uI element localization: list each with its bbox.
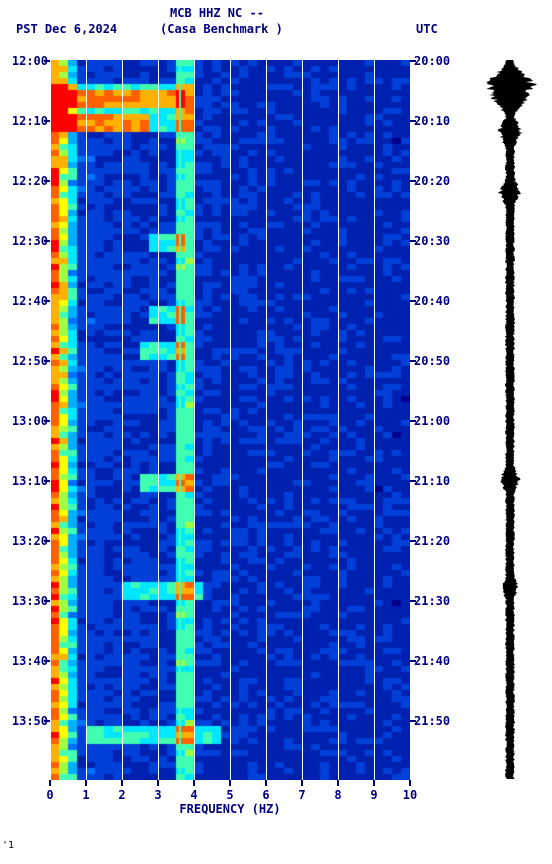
- utc-tick-label: 21:20: [414, 534, 450, 548]
- x-axis-label: FREQUENCY (HZ): [50, 802, 410, 816]
- utc-tick: [410, 720, 416, 722]
- x-tick: [373, 780, 375, 786]
- pst-tick: [44, 360, 50, 362]
- pst-tick: [44, 300, 50, 302]
- x-tick: [193, 780, 195, 786]
- utc-tick-label: 20:40: [414, 294, 450, 308]
- utc-tick: [410, 240, 416, 242]
- x-tick: [301, 780, 303, 786]
- utc-tick: [410, 360, 416, 362]
- x-tick-label: 10: [403, 788, 417, 802]
- x-tick-label: 3: [154, 788, 161, 802]
- utc-tick-label: 21:50: [414, 714, 450, 728]
- x-tick: [121, 780, 123, 786]
- pst-tick-label: 12:10: [10, 114, 48, 128]
- x-tick-label: 8: [334, 788, 341, 802]
- utc-tick: [410, 300, 416, 302]
- x-tick-label: 9: [370, 788, 377, 802]
- header-line2-center: (Casa Benchmark ): [160, 22, 283, 36]
- utc-tick: [410, 600, 416, 602]
- utc-tick-label: 20:30: [414, 234, 450, 248]
- waveform-sidebar: [480, 60, 540, 780]
- utc-tick-label: 20:00: [414, 54, 450, 68]
- x-tick: [157, 780, 159, 786]
- spectrogram-plot: [50, 60, 410, 780]
- corner-mark: '1: [2, 840, 14, 851]
- pst-tick-label: 12:00: [10, 54, 48, 68]
- pst-tick: [44, 720, 50, 722]
- utc-tick-label: 20:10: [414, 114, 450, 128]
- x-tick-label: 7: [298, 788, 305, 802]
- utc-tick-label: 21:30: [414, 594, 450, 608]
- pst-tick-label: 12:40: [10, 294, 48, 308]
- x-tick: [337, 780, 339, 786]
- x-tick: [49, 780, 51, 786]
- x-tick-label: 6: [262, 788, 269, 802]
- utc-tick: [410, 660, 416, 662]
- header-line2-left: PST Dec 6,2024: [16, 22, 117, 36]
- x-tick-label: 2: [118, 788, 125, 802]
- pst-tick-label: 12:30: [10, 234, 48, 248]
- pst-tick: [44, 600, 50, 602]
- header-line1-center: MCB HHZ NC --: [170, 6, 264, 20]
- pst-tick: [44, 660, 50, 662]
- waveform-trace: [486, 60, 536, 779]
- pst-tick-label: 12:50: [10, 354, 48, 368]
- x-tick-label: 1: [82, 788, 89, 802]
- utc-tick: [410, 540, 416, 542]
- utc-tick: [410, 480, 416, 482]
- pst-tick: [44, 120, 50, 122]
- utc-tick-label: 20:50: [414, 354, 450, 368]
- utc-tick-label: 21:40: [414, 654, 450, 668]
- pst-tick: [44, 420, 50, 422]
- x-tick: [85, 780, 87, 786]
- utc-tick: [410, 60, 416, 62]
- x-tick: [229, 780, 231, 786]
- utc-tick-label: 21:10: [414, 474, 450, 488]
- pst-tick-label: 13:50: [10, 714, 48, 728]
- figure: MCB HHZ NC -- PST Dec 6,2024 (Casa Bench…: [0, 0, 552, 864]
- pst-tick-label: 12:20: [10, 174, 48, 188]
- pst-tick: [44, 540, 50, 542]
- pst-tick-label: 13:10: [10, 474, 48, 488]
- x-tick-label: 4: [190, 788, 197, 802]
- pst-tick: [44, 240, 50, 242]
- pst-tick-label: 13:40: [10, 654, 48, 668]
- utc-tick: [410, 180, 416, 182]
- pst-tick: [44, 180, 50, 182]
- utc-tick: [410, 420, 416, 422]
- pst-tick-label: 13:20: [10, 534, 48, 548]
- x-tick-label: 5: [226, 788, 233, 802]
- pst-tick: [44, 60, 50, 62]
- pst-tick: [44, 480, 50, 482]
- pst-tick-label: 13:30: [10, 594, 48, 608]
- utc-tick-label: 20:20: [414, 174, 450, 188]
- utc-tick-label: 21:00: [414, 414, 450, 428]
- x-tick: [409, 780, 411, 786]
- x-tick: [265, 780, 267, 786]
- pst-tick-label: 13:00: [10, 414, 48, 428]
- x-tick-label: 0: [46, 788, 53, 802]
- utc-tick: [410, 120, 416, 122]
- header-line2-right: UTC: [416, 22, 438, 36]
